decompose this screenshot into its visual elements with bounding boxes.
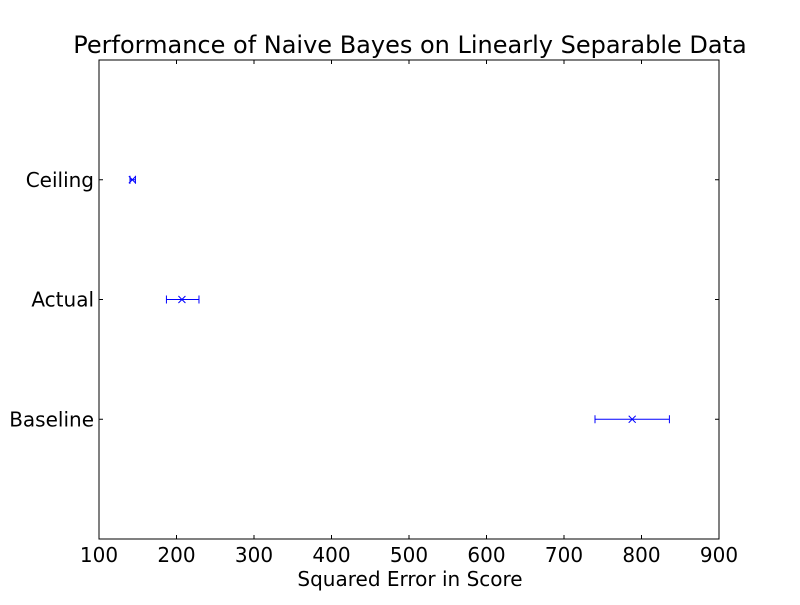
- x-tick-label: 900: [700, 543, 738, 567]
- errorbar-ceiling: [128, 175, 137, 184]
- x-tick-label: 300: [235, 543, 273, 567]
- x-tick-label: 400: [312, 543, 350, 567]
- y-tick-label: Baseline: [9, 407, 94, 431]
- x-tick-label: 600: [467, 543, 505, 567]
- errorbar-baseline: [594, 415, 670, 424]
- data-point-marker: [178, 295, 186, 304]
- data-point-marker: [128, 175, 137, 184]
- x-tick-label: 500: [390, 543, 428, 567]
- x-tick-label: 100: [80, 543, 118, 567]
- x-tick-label: 800: [622, 543, 660, 567]
- x-axis-label: Squared Error in Score: [297, 567, 522, 591]
- y-tick-label: Ceiling: [26, 168, 94, 192]
- series-errorbars: [128, 175, 670, 424]
- y-axis: Ceiling Actual Baseline: [9, 168, 719, 431]
- x-tick-label: 700: [545, 543, 583, 567]
- data-point-marker: [628, 415, 637, 424]
- x-tick-label: 200: [157, 543, 195, 567]
- x-axis: 100 200 300 400 500 600 700 800 900: [80, 60, 738, 567]
- errorbar-actual: [165, 295, 200, 304]
- y-tick-label: Actual: [31, 288, 94, 312]
- chart-title: Performance of Naive Bayes on Linearly S…: [73, 31, 746, 59]
